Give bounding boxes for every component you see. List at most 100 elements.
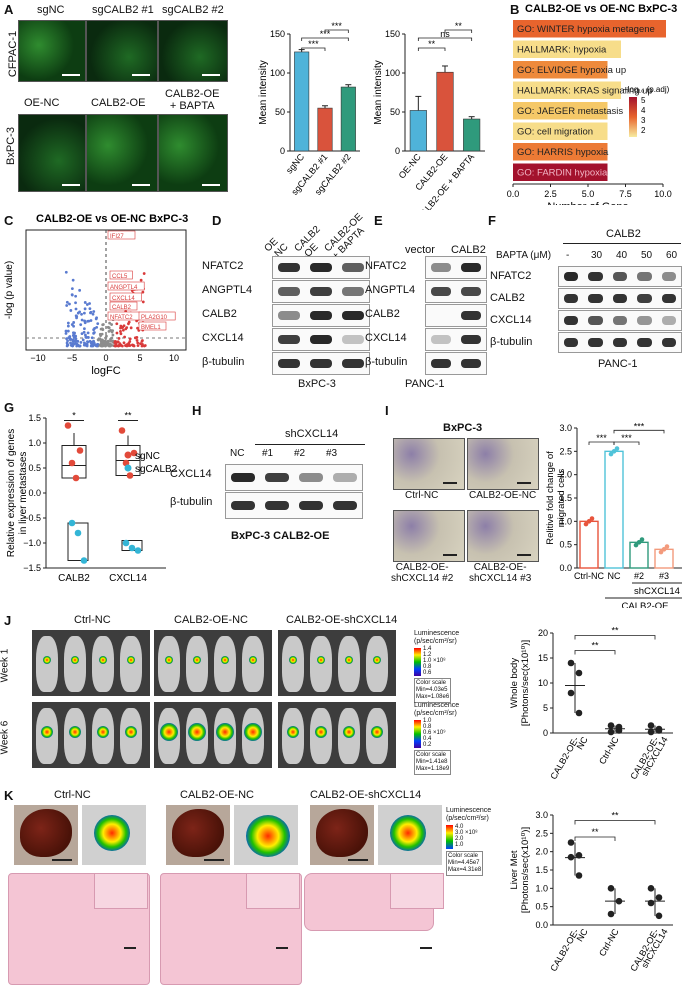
gene-label: PLA2G10 bbox=[141, 315, 168, 321]
b-title: CALB2-OE vs OE-NC BxPC-3 bbox=[525, 3, 677, 15]
bar bbox=[579, 520, 599, 569]
bar bbox=[604, 450, 624, 569]
gene-label: NFATC2 bbox=[110, 315, 133, 321]
gene-label: CALB2 bbox=[112, 305, 132, 311]
data-point bbox=[583, 521, 589, 527]
data-point bbox=[140, 339, 144, 343]
protein-band bbox=[637, 338, 652, 347]
data-point bbox=[96, 338, 100, 342]
y-tick-label: −0.5 bbox=[23, 513, 41, 523]
data-point bbox=[74, 301, 77, 305]
group-label: shCXCL14 bbox=[634, 586, 680, 597]
luminescence-signal bbox=[97, 726, 109, 738]
y-tick-label: 1.5 bbox=[559, 493, 572, 503]
group-title: CALB2-OE-shCXCL14 bbox=[286, 614, 398, 626]
significance-bracket bbox=[301, 47, 326, 51]
mouse bbox=[64, 636, 86, 692]
scale-title: Luminescence (p/sec/cm²/sr) bbox=[414, 702, 460, 717]
x-tick-label: 5 bbox=[137, 353, 142, 363]
f-western-blot: CALB2 BAPTA (μM) - 30 40 50 60 NFATC2 CALB2 CXCL1… bbox=[488, 210, 686, 385]
data-point bbox=[106, 339, 110, 343]
data-point bbox=[88, 302, 91, 305]
a-label-oenc: OE-NC bbox=[24, 97, 60, 109]
a-micrograph-1 bbox=[18, 20, 86, 82]
y-tick-label: 0 bbox=[280, 146, 285, 156]
data-point bbox=[68, 302, 71, 306]
significance-bracket bbox=[417, 37, 473, 41]
data-point bbox=[611, 449, 617, 454]
scale-bar bbox=[62, 184, 80, 186]
migration-label: CALB2-OE-NC bbox=[469, 490, 537, 501]
i-migration-chart: 3.0 2.5 2.0 1.5 1.0 0.5 0.0 Relitive fold chang… bbox=[545, 421, 682, 608]
blot-strip bbox=[272, 352, 370, 375]
blot-row-label: CXCL14 bbox=[490, 314, 532, 326]
protein-band bbox=[278, 359, 300, 368]
liver bbox=[316, 809, 368, 857]
data-point bbox=[127, 322, 130, 326]
luminescence-signal bbox=[125, 726, 137, 738]
y-axis-label: Mean intensity bbox=[258, 60, 269, 124]
protein-band bbox=[342, 287, 364, 296]
significance-label: *** bbox=[308, 39, 319, 49]
term-label: GO: cell migration bbox=[517, 127, 593, 138]
data-point bbox=[128, 337, 132, 341]
data-point bbox=[575, 852, 583, 859]
legend-colorbar bbox=[629, 97, 637, 137]
data-point bbox=[106, 325, 110, 329]
data-point bbox=[90, 336, 94, 340]
significance-label: * bbox=[72, 411, 76, 421]
group-title: Ctrl-NC bbox=[74, 614, 111, 626]
legend-marker bbox=[124, 451, 132, 459]
protein-band bbox=[342, 335, 364, 344]
y-tick-label: 0 bbox=[395, 146, 400, 156]
blot-strip bbox=[425, 304, 487, 327]
data-point-sgcalb2 bbox=[122, 539, 130, 547]
data-point bbox=[82, 330, 86, 334]
y-tick-label: 20 bbox=[538, 628, 548, 638]
blot-column-label: 30 bbox=[591, 250, 603, 261]
scale-bar bbox=[52, 859, 72, 861]
data-point bbox=[75, 316, 78, 320]
protein-band bbox=[278, 287, 300, 296]
luminescence-signal bbox=[371, 726, 383, 738]
panel-label-i: I bbox=[385, 403, 389, 418]
data-point bbox=[86, 331, 90, 335]
data-point bbox=[655, 894, 663, 901]
protein-band bbox=[637, 294, 652, 303]
group-line bbox=[255, 444, 365, 445]
panel-label-g: G bbox=[4, 400, 15, 415]
protein-band bbox=[612, 272, 628, 281]
week-label: Week 6 bbox=[0, 720, 11, 755]
mouse bbox=[366, 636, 388, 692]
protein-band bbox=[265, 501, 289, 510]
scale-bar bbox=[132, 74, 150, 76]
bar bbox=[463, 118, 481, 152]
data-point bbox=[70, 293, 74, 297]
b-enrichment-chart: CALB2-OE vs OE-NC BxPC-3 GO: WINTER hypo… bbox=[507, 3, 677, 205]
protein-band bbox=[588, 316, 603, 325]
blot-row-label: NFATC2 bbox=[490, 270, 532, 282]
significance-bracket bbox=[301, 37, 349, 41]
luminescence-signal bbox=[94, 815, 130, 851]
data-point bbox=[65, 344, 69, 348]
scale-bar bbox=[420, 947, 432, 949]
protein-band bbox=[231, 473, 255, 482]
significance-label: ** bbox=[455, 21, 463, 31]
data-point bbox=[106, 343, 109, 347]
protein-band bbox=[299, 473, 323, 482]
y-tick-label: 100 bbox=[385, 68, 400, 78]
blot-row-label: ANGPTL4 bbox=[202, 284, 253, 296]
data-point bbox=[119, 343, 123, 347]
protein-band bbox=[431, 335, 451, 344]
data-point bbox=[136, 344, 140, 348]
luminescence-signal bbox=[246, 815, 290, 857]
data-point bbox=[567, 839, 575, 846]
scale-bar bbox=[62, 74, 80, 76]
a-label-sgcalb2-2: sgCALB2 #2 bbox=[162, 4, 224, 16]
blot-row-label: NFATC2 bbox=[202, 260, 244, 272]
data-point bbox=[99, 341, 103, 345]
x-tick-label: CALB2 bbox=[58, 573, 90, 584]
data-point-sgnc bbox=[68, 459, 76, 467]
blot-strip bbox=[425, 280, 487, 303]
